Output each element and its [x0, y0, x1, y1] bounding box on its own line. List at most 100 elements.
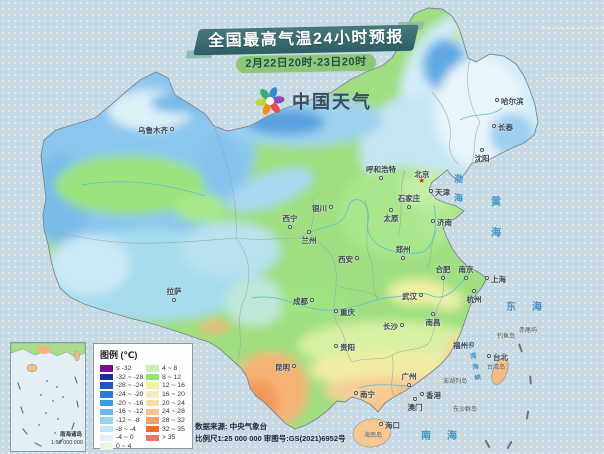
legend-swatch — [146, 408, 159, 416]
legend-row: 16 ~ 20 — [146, 390, 192, 399]
temperature-legend: 图例 (℃) ≤ -32 -32 ~ -28 -28 ~ -24 -24 ~ -20-… — [93, 343, 193, 451]
legend-swatch — [146, 425, 159, 433]
pinwheel-logo-icon — [255, 87, 285, 115]
city-dot-icon — [407, 383, 411, 387]
city-label: 乌鲁木齐 — [138, 126, 168, 135]
city-label: 重庆 — [340, 308, 355, 317]
city-dot-icon — [307, 230, 311, 234]
city-dot-icon — [355, 256, 359, 260]
south-china-sea-inset: 南海诸岛 1:50 000 000 — [10, 342, 86, 452]
city-dot-icon — [480, 148, 484, 152]
city-label: 太原 — [383, 214, 399, 223]
legend-swatch — [146, 382, 159, 389]
city-label: 上海 — [491, 275, 506, 284]
legend-range-label: 12 ~ 16 — [162, 382, 185, 390]
legend-row: 28 ~ 32 — [146, 416, 192, 425]
city-label: 济南 — [437, 218, 452, 227]
legend-swatch — [100, 391, 113, 398]
legend-row: -16 ~ -12 — [100, 407, 146, 416]
sea-label: 渤海 — [454, 174, 464, 203]
city-dot-icon — [354, 391, 358, 395]
capital-star-icon: ★ — [418, 176, 426, 185]
legend-row: -4 ~ 0 — [100, 434, 146, 443]
legend-range-label: 24 ~ 28 — [162, 408, 185, 416]
geo-label: 澎湖列岛 — [443, 379, 468, 385]
city-dot-icon — [487, 354, 491, 358]
city-label: 石家庄 — [397, 194, 421, 203]
city-label: 香港 — [426, 391, 441, 400]
city-label: 广州 — [401, 372, 417, 381]
city-dot-icon — [441, 276, 445, 280]
legend-row: 20 ~ 24 — [146, 399, 192, 408]
city-dot-icon — [495, 98, 499, 102]
logo-text: 中国天气 — [292, 92, 372, 112]
city-dot-icon — [400, 323, 404, 327]
map-scale-approval: 比例尺1:25 000 000 审图号:GS(2021)6952号 — [195, 433, 346, 443]
legend-swatch — [100, 365, 113, 372]
legend-range-label: -4 ~ 0 — [116, 434, 134, 442]
city-label: 天津 — [435, 188, 450, 197]
sea-label: 南海 — [421, 431, 473, 442]
city-dot-icon — [419, 293, 423, 297]
city-label: 武汉 — [402, 292, 417, 301]
city-dot-icon — [431, 219, 435, 223]
city-label: 成都 — [293, 297, 308, 306]
legend-range-label: ≤ -32 — [116, 364, 132, 372]
legend-swatch — [100, 399, 113, 407]
city-label: 西宁 — [282, 214, 298, 223]
city-label: 银川 — [312, 204, 327, 213]
legend-row: 24 ~ 28 — [146, 407, 192, 416]
legend-swatch — [146, 399, 159, 407]
city-dot-icon — [334, 309, 338, 313]
legend-row: -24 ~ -20 — [100, 390, 146, 399]
city-dot-icon — [334, 344, 338, 348]
legend-range-label: -20 ~ -16 — [116, 399, 144, 407]
legend-range-label: -12 ~ -8 — [116, 416, 140, 424]
legend-row: 32 ~ 35 — [146, 425, 192, 434]
legend-swatch — [146, 417, 159, 424]
legend-range-label: 20 ~ 24 — [162, 399, 185, 407]
legend-row: 8 ~ 12 — [146, 373, 192, 382]
legend-range-label: 16 ~ 20 — [162, 390, 185, 398]
legend-swatch — [146, 391, 159, 398]
city-dot-icon — [470, 342, 474, 346]
legend-row: -8 ~ -4 — [100, 425, 146, 434]
sea-label: 东海 — [506, 302, 558, 313]
legend-range-label: -32 ~ -28 — [116, 373, 144, 381]
city-dot-icon — [401, 256, 405, 260]
city-dot-icon — [379, 422, 383, 426]
city-label: 海口 — [385, 421, 400, 430]
legend-range-label: 32 ~ 35 — [162, 425, 185, 433]
city-dot-icon — [292, 364, 296, 368]
city-dot-icon — [431, 312, 435, 316]
city-label: 长沙 — [383, 322, 398, 331]
geo-label: 台湾岛 — [487, 365, 506, 371]
china-outline — [40, 7, 539, 430]
legend-swatch — [100, 373, 113, 381]
city-dot-icon — [472, 289, 476, 293]
geo-label: 东沙群岛 — [453, 407, 478, 413]
legend-range-label: -28 ~ -24 — [116, 382, 144, 390]
city-dot-icon — [379, 176, 383, 180]
city-label: 南宁 — [360, 390, 375, 399]
city-label: 杭州 — [466, 295, 482, 304]
city-dot-icon — [389, 208, 393, 212]
inset-label: 南海诸岛 — [59, 432, 82, 438]
latitude-dash-line — [546, 78, 604, 79]
legend-swatch — [100, 408, 113, 416]
legend-swatch — [100, 443, 113, 450]
data-source: 数据来源: 中央气象台 — [195, 422, 268, 431]
legend-swatch — [146, 365, 159, 372]
legend-swatch — [146, 373, 159, 381]
legend-swatch — [100, 425, 113, 433]
city-label: 兰州 — [301, 236, 317, 245]
legend-range-label: -16 ~ -12 — [116, 408, 144, 416]
city-dot-icon — [420, 392, 424, 396]
legend-row: 0 ~ 4 — [100, 442, 146, 451]
city-label: 贵阳 — [340, 343, 355, 352]
city-dot-icon — [485, 276, 489, 280]
legend-swatch — [100, 417, 113, 424]
